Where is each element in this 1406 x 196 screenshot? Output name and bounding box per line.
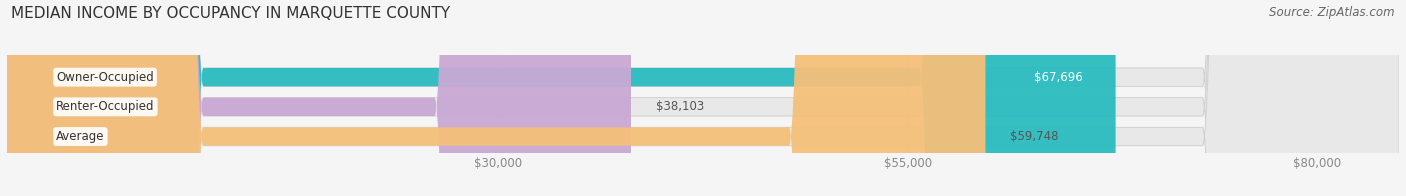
FancyBboxPatch shape (7, 0, 986, 196)
FancyBboxPatch shape (7, 0, 1399, 196)
Text: $67,696: $67,696 (1033, 71, 1083, 84)
FancyBboxPatch shape (7, 0, 1115, 196)
Text: $59,748: $59,748 (1010, 130, 1059, 143)
Text: Renter-Occupied: Renter-Occupied (56, 100, 155, 113)
Text: Owner-Occupied: Owner-Occupied (56, 71, 153, 84)
FancyBboxPatch shape (7, 0, 1399, 196)
FancyBboxPatch shape (7, 0, 1399, 196)
Text: MEDIAN INCOME BY OCCUPANCY IN MARQUETTE COUNTY: MEDIAN INCOME BY OCCUPANCY IN MARQUETTE … (11, 6, 450, 21)
Text: $38,103: $38,103 (655, 100, 704, 113)
Text: Average: Average (56, 130, 104, 143)
FancyBboxPatch shape (7, 0, 631, 196)
Text: Source: ZipAtlas.com: Source: ZipAtlas.com (1270, 6, 1395, 19)
